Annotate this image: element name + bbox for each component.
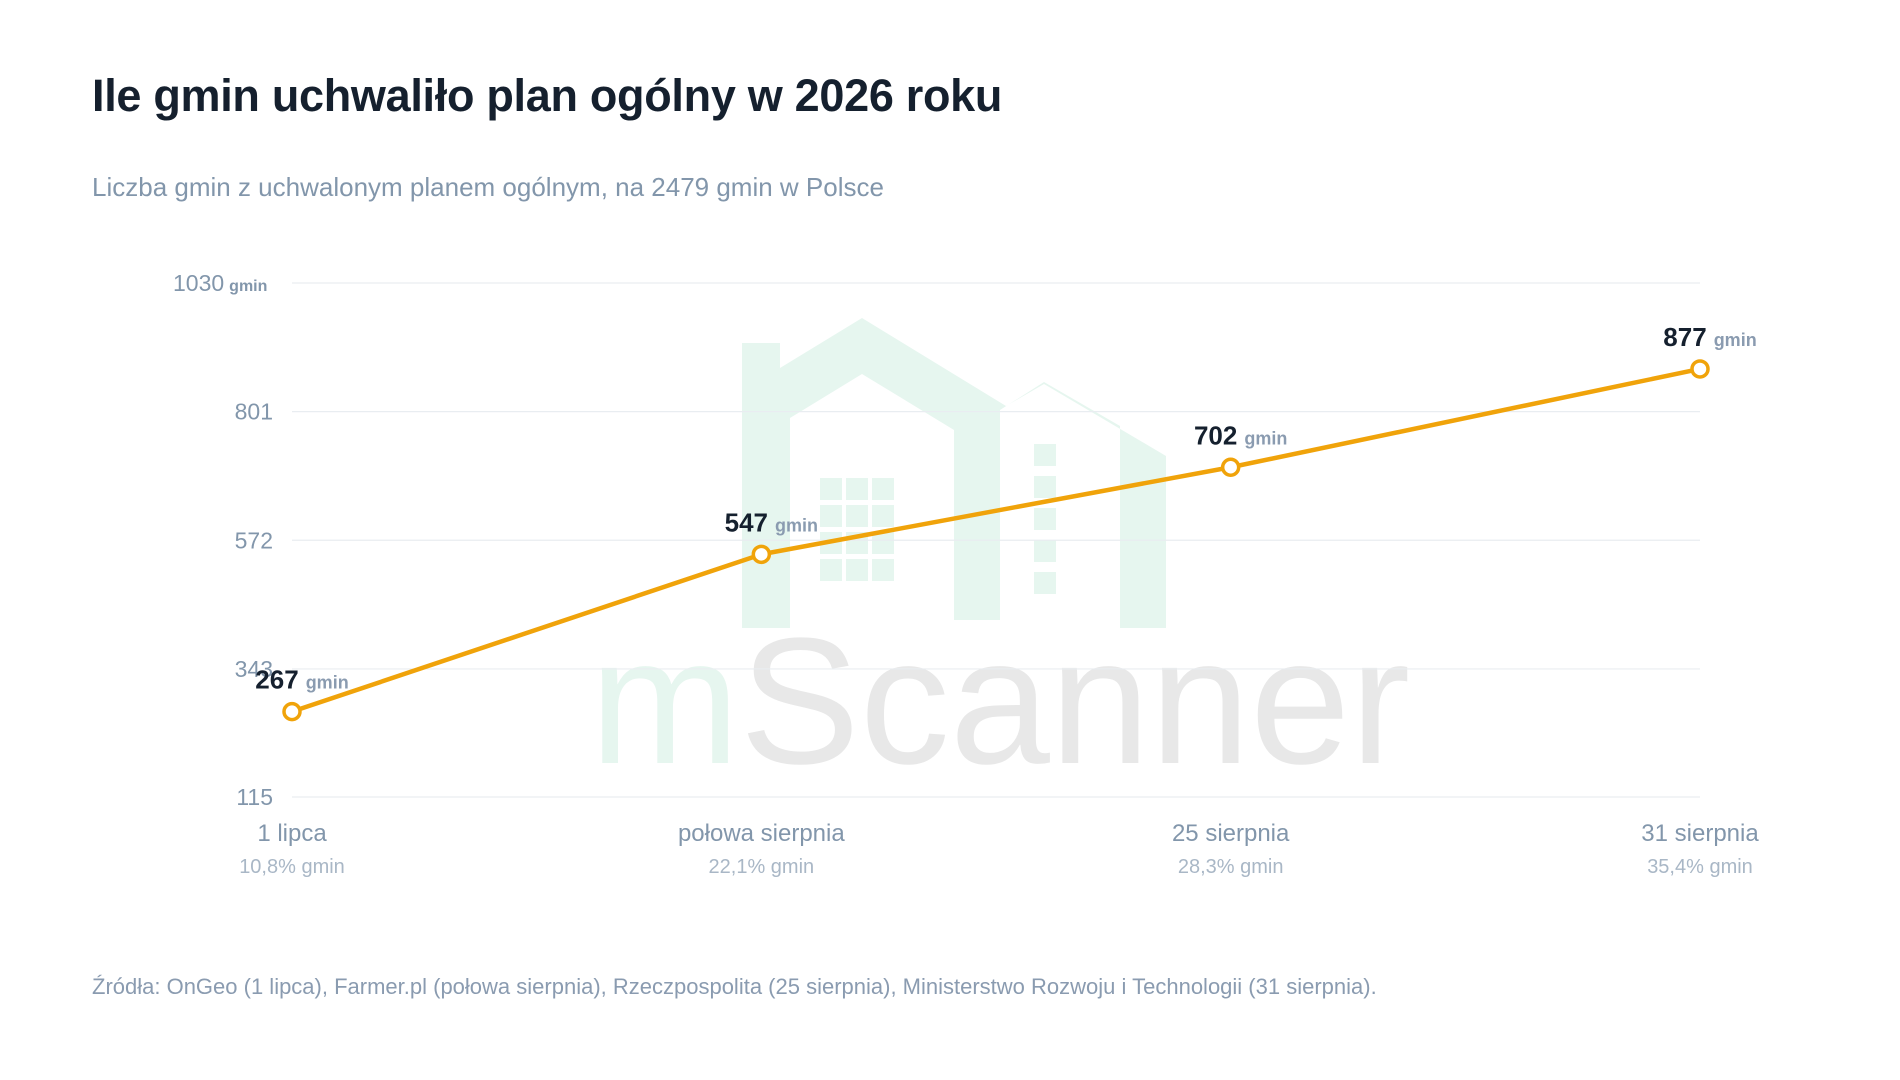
x-tick-label: 31 sierpnia bbox=[1641, 820, 1759, 847]
watermark-text: mScanner bbox=[590, 601, 1410, 802]
y-tick-label: 1030 gmin bbox=[173, 270, 267, 296]
data-points bbox=[282, 359, 1710, 722]
x-tick-label: połowa sierpnia bbox=[678, 820, 845, 847]
x-tick-sublabel: 10,8% gmin bbox=[239, 856, 345, 878]
data-label: 877 gmin bbox=[1663, 322, 1756, 352]
watermark-window bbox=[846, 505, 868, 527]
source-note: Źródła: OnGeo (1 lipca), Farmer.pl (poło… bbox=[92, 974, 1377, 999]
watermark-window bbox=[872, 505, 894, 527]
y-tick-label: 801 bbox=[235, 399, 273, 425]
data-point bbox=[1690, 359, 1710, 379]
x-tick-sublabel: 22,1% gmin bbox=[709, 856, 815, 878]
data-point bbox=[282, 701, 302, 722]
watermark-window bbox=[1034, 508, 1056, 530]
x-axis: 1 lipca 10,8% gmin połowa sierpnia 22,1% gm… bbox=[239, 820, 1759, 878]
watermark-house-shape bbox=[742, 318, 1166, 628]
watermark-window bbox=[846, 559, 868, 581]
y-tick-label: 343 bbox=[235, 656, 273, 682]
data-point bbox=[751, 544, 772, 565]
watermark-window bbox=[846, 478, 868, 500]
watermark-text-rest: Scanner bbox=[740, 601, 1410, 802]
watermark-window bbox=[820, 505, 842, 527]
grid-lines bbox=[292, 282, 1700, 798]
watermark-window bbox=[820, 478, 842, 500]
y-tick-label: 572 bbox=[235, 527, 273, 553]
data-label: 267 gmin bbox=[255, 665, 348, 695]
watermark-window bbox=[820, 559, 842, 581]
data-label: 702 gmin bbox=[1194, 420, 1287, 450]
data-labels: 267 gmin 547 gmin 702 gmin 877 gmin bbox=[255, 322, 1756, 695]
y-axis: 115 343 572 801 1030 gmin bbox=[173, 270, 273, 810]
line-chart: mScanner 115 343 572 801 1030 gmin 1 lipca 10,… bbox=[173, 270, 1759, 878]
series-line bbox=[289, 366, 1703, 714]
watermark-window bbox=[872, 478, 894, 500]
watermark-window bbox=[872, 532, 894, 554]
data-point bbox=[1220, 457, 1241, 478]
x-tick-label: 1 lipca bbox=[257, 820, 327, 847]
x-tick-label: 25 sierpnia bbox=[1172, 820, 1290, 847]
data-label: 547 gmin bbox=[725, 507, 818, 537]
watermark-window bbox=[872, 559, 894, 581]
watermark-window bbox=[1034, 572, 1056, 594]
chart-subtitle: Liczba gmin z uchwalonym planem ogólnym,… bbox=[92, 172, 884, 202]
chart-title: Ile gmin uchwaliło plan ogólny w 2026 ro… bbox=[92, 70, 1003, 121]
x-tick-sublabel: 28,3% gmin bbox=[1178, 856, 1284, 878]
y-tick-label: 115 bbox=[236, 784, 273, 810]
watermark-window bbox=[1034, 540, 1056, 562]
watermark-window bbox=[1034, 476, 1056, 498]
watermark-window bbox=[1034, 444, 1056, 466]
watermark-house-icon bbox=[742, 318, 1166, 628]
x-tick-sublabel: 35,4% gmin bbox=[1647, 856, 1753, 878]
watermark-text-m: m bbox=[590, 601, 740, 802]
mscanner-watermark: mScanner bbox=[590, 318, 1410, 802]
